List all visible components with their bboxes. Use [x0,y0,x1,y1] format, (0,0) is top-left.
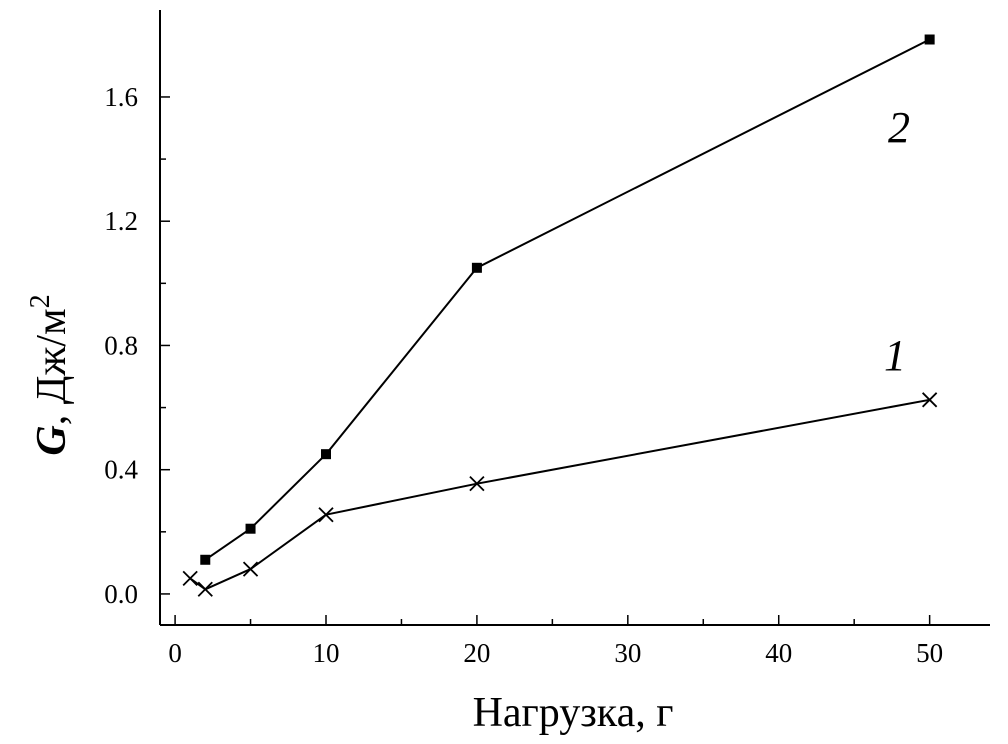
series-label-1: 1 [884,331,906,380]
series-1-point [242,561,259,577]
y-axis-symbol: G [29,425,75,455]
series-1-point [469,476,485,492]
x-ticks: 0 10 20 30 40 50 [168,615,943,668]
x-tick-label: 0 [168,638,182,668]
series-2-point [471,262,482,273]
x-tick-label: 20 [463,638,490,668]
y-tick-label: 0.8 [104,330,138,360]
y-axis-unit-superscript: 2 [25,294,56,308]
x-tick-label: 50 [916,638,943,668]
y-tick-label: 0.0 [104,579,138,609]
y-tick-label: 1.6 [104,82,138,112]
series-label-2: 2 [888,103,910,152]
series-1-point [182,570,198,587]
series-1-point [197,581,213,597]
x-tick-label: 40 [765,638,792,668]
x-axis-title: Нагрузка, г [473,690,674,736]
y-axis-title: G, Дж/м2 [25,294,75,455]
plot-frame [159,10,990,626]
series-1-point [921,392,938,408]
y-tick-label: 0.4 [104,455,138,485]
series-markers [182,34,938,597]
svg-text:G, Дж/м2: G, Дж/м2 [25,294,75,455]
series-2-point [200,554,211,565]
series-2-point [245,523,256,534]
y-axis-unit: , Дж/м [29,308,75,425]
x-tick-label: 30 [614,638,641,668]
y-tick-label: 1.2 [104,206,138,236]
series-2-point [321,449,331,460]
y-ticks: 0.0 0.4 0.8 1.2 1.6 [104,82,170,609]
series-2-point [924,34,935,45]
x-tick-label: 10 [313,638,340,668]
series-1-point [318,507,334,523]
